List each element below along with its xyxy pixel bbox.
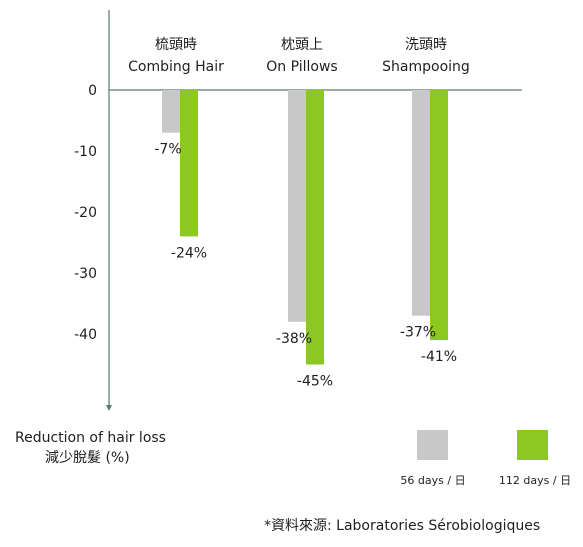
data-labels: -7% -38% -37% -24% -45% -41% <box>154 142 457 390</box>
data-label: -41% <box>421 349 457 365</box>
data-label: -37% <box>400 325 436 341</box>
y-tick-label: -40 <box>74 327 97 343</box>
category-label-en: On Pillows <box>266 59 337 75</box>
y-tick-label: -30 <box>74 266 97 282</box>
bar <box>180 90 198 237</box>
y-tick-label: 0 <box>88 83 97 99</box>
legend-label: 112 days / 日 <box>499 474 571 487</box>
y-axis-title-zh: 減少脫髮 (%) <box>45 449 130 466</box>
category-label-zh: 梳頭時 <box>155 37 197 53</box>
data-label: -7% <box>154 142 181 158</box>
bar <box>412 90 430 316</box>
bar <box>162 90 180 133</box>
y-axis-title-en: Reduction of hair loss <box>15 430 166 446</box>
source-note: *資料來源: Laboratories Sérobiologiques <box>264 518 540 534</box>
legend-label: 56 days / 日 <box>400 474 465 487</box>
legend: 56 days / 日 112 days / 日 <box>400 430 571 487</box>
category-label-zh: 洗頭時 <box>405 37 447 53</box>
y-tick-labels: 0 -10 -20 -30 -40 <box>74 83 97 343</box>
legend-swatch <box>517 430 548 460</box>
category-label-en: Combing Hair <box>128 59 224 75</box>
bar <box>306 90 324 365</box>
y-tick-label: -10 <box>74 144 97 160</box>
data-label: -24% <box>171 245 207 261</box>
y-axis-arrow <box>106 405 112 411</box>
category-labels: 梳頭時 Combing Hair 枕頭上 On Pillows 洗頭時 Shampooin… <box>128 37 470 75</box>
category-label-zh: 枕頭上 <box>281 37 323 53</box>
bars-group <box>162 90 448 365</box>
legend-swatch <box>417 430 448 460</box>
bar <box>288 90 306 322</box>
data-label: -38% <box>276 331 312 347</box>
data-label: -45% <box>297 374 333 390</box>
category-label-en: Shampooing <box>382 59 470 75</box>
bar <box>430 90 448 341</box>
y-tick-label: -20 <box>74 205 97 221</box>
